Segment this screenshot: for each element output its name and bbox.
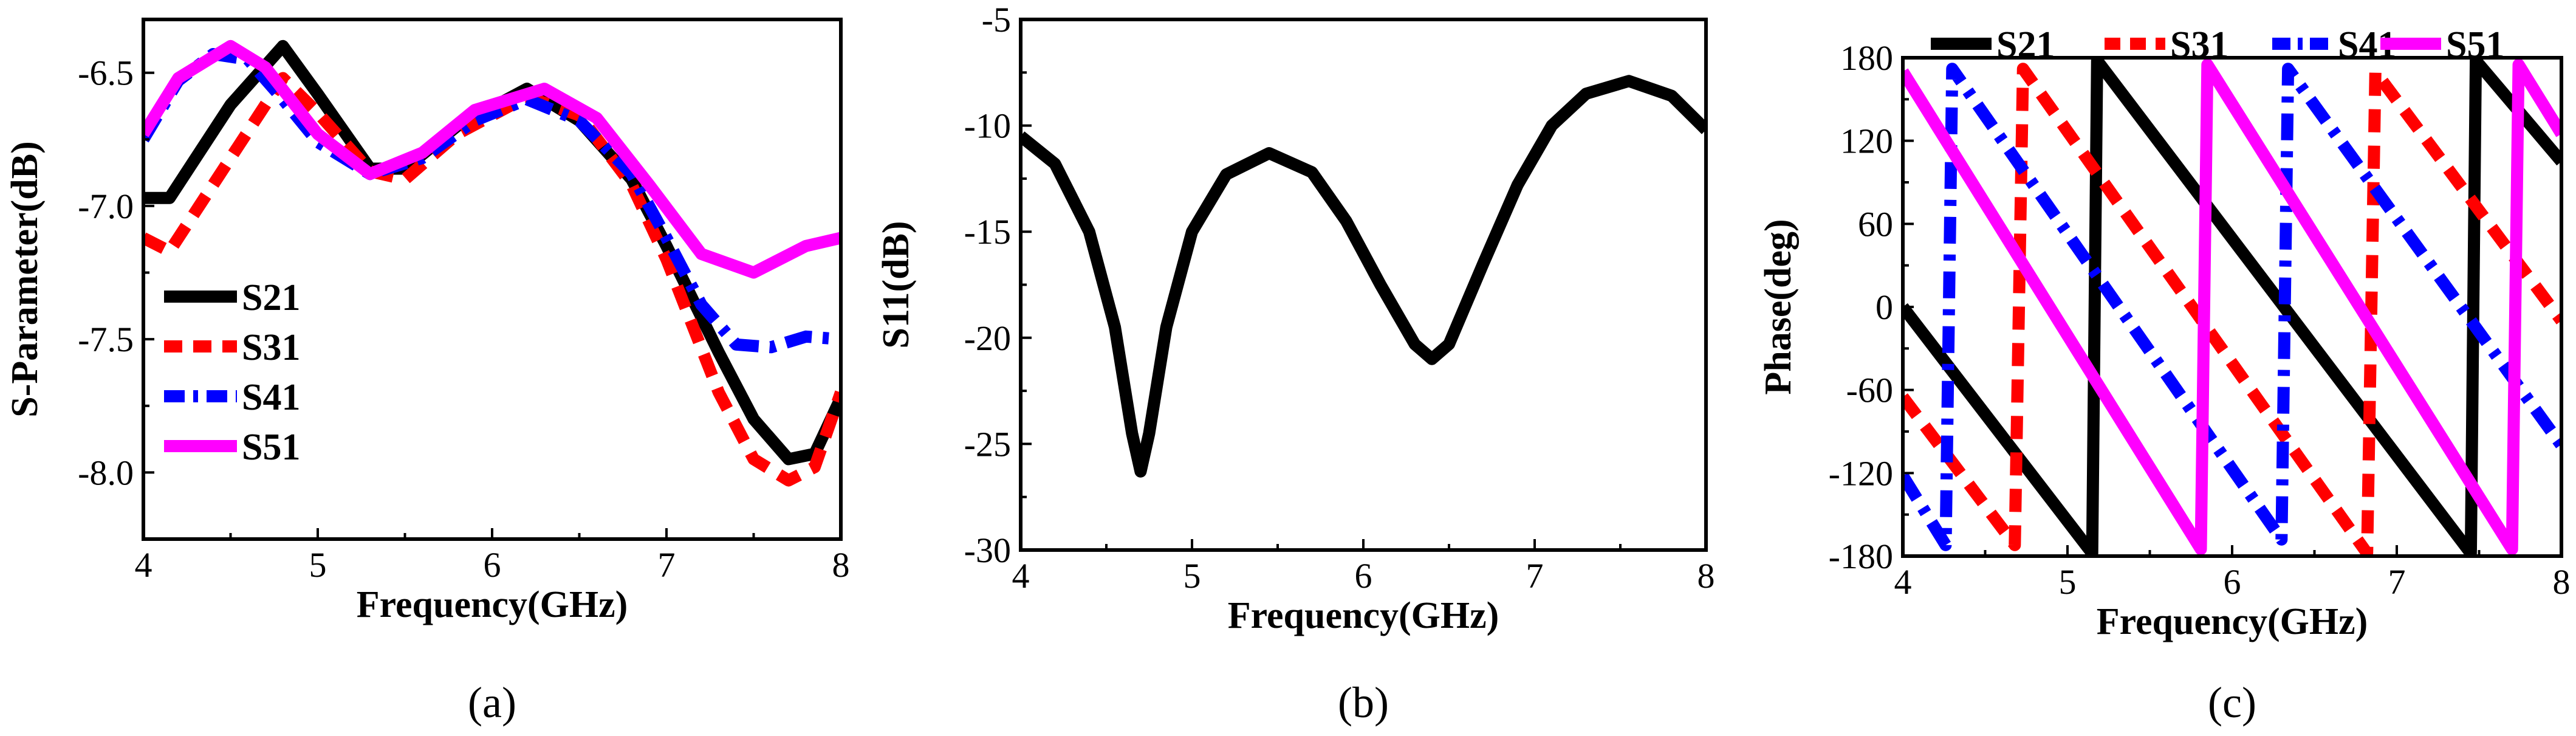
y-tick-label: -60 [1846, 371, 1893, 410]
series-line-s31 [1903, 63, 2561, 556]
y-axis-title: S11(dB) [875, 221, 917, 348]
y-tick-label: -180 [1829, 537, 1893, 576]
y-axis-title: S-Parameter(dB) [4, 141, 46, 418]
legend-label-s21: S21 [242, 277, 300, 318]
x-axis-title: Frequency(GHz) [2097, 601, 2368, 642]
y-tick-label: -8.0 [78, 453, 134, 492]
series-line-s11 [1021, 75, 1706, 478]
y-tick-label: -15 [964, 212, 1011, 252]
legend-label-s51: S51 [2446, 24, 2504, 66]
y-tick-label: 0 [1875, 287, 1893, 327]
y-tick-label: -6.5 [78, 53, 134, 93]
legend-label-s31: S31 [242, 327, 300, 368]
legend-label-s21: S21 [1996, 24, 2055, 66]
chart-panel-b: 4 5 6 7 8 -30 -25 -20 -15 -10 -5 Frequency(GHz) S11(… [875, 0, 1715, 727]
x-tick-label: 4 [1012, 556, 1030, 596]
y-tick-label: -10 [964, 106, 1011, 146]
legend-label-s31: S31 [2170, 24, 2228, 66]
legend-label-s41: S41 [242, 377, 300, 418]
chart-panel-a: 4 5 6 7 8 -8.0 -7.5 -7.0 -6.5 Frequency(GHz) S-Par… [4, 18, 850, 727]
y-tick-label: -25 [964, 424, 1011, 464]
y-tick-label: -7.5 [78, 320, 134, 359]
x-tick-label: 8 [2553, 562, 2571, 602]
y-tick-label: -30 [964, 531, 1011, 570]
x-tick-label: 4 [135, 545, 152, 585]
series-line-s41 [1903, 63, 2561, 551]
y-tick-label: -20 [964, 318, 1011, 358]
chart-panel-c: 4 5 6 7 8 -180 -120 -60 0 60 120 180 Frequency(GHz) P… [1758, 24, 2571, 727]
panel-caption: (b) [1338, 678, 1389, 727]
x-tick-label: 5 [2059, 562, 2077, 602]
panel-caption: (c) [2208, 678, 2256, 727]
series-line-s51 [143, 40, 841, 279]
x-axis-title: Frequency(GHz) [357, 584, 628, 625]
series-line-s51 [1903, 58, 2561, 555]
legend-label-s51: S51 [242, 427, 300, 468]
x-tick-label: 7 [658, 545, 676, 585]
y-tick-label: -120 [1829, 453, 1893, 493]
x-tick-label: 6 [1355, 556, 1372, 596]
series-line-s21 [1903, 58, 2561, 556]
x-tick-label: 8 [1697, 556, 1715, 596]
legend: S21 S31 S41 S51 [164, 277, 300, 468]
x-tick-label: 7 [1526, 556, 1544, 596]
y-axis-title: Phase(deg) [1758, 219, 1799, 394]
x-tick-label: 5 [1184, 556, 1201, 596]
x-tick-label: 7 [2388, 562, 2406, 602]
series-line-s41 [143, 48, 841, 354]
y-tick-label: 180 [1840, 38, 1893, 78]
panel-caption: (a) [468, 678, 516, 727]
x-axis-title: Frequency(GHz) [1228, 595, 1499, 636]
x-tick-label: 4 [1894, 562, 1912, 602]
y-tick-label: 60 [1858, 204, 1893, 244]
x-tick-label: 5 [309, 545, 327, 585]
y-tick-label: -7.0 [78, 187, 134, 226]
y-tick-label: -5 [982, 0, 1011, 40]
x-tick-label: 6 [484, 545, 501, 585]
x-tick-label: 6 [2224, 562, 2241, 602]
y-tick-label: 120 [1840, 122, 1893, 161]
x-tick-label: 8 [832, 545, 850, 585]
